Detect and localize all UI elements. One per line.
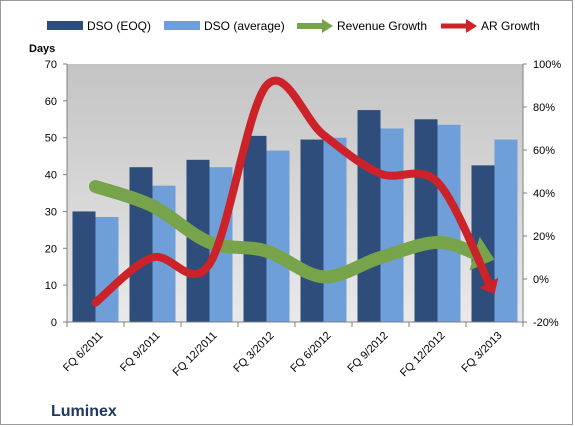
bar-dso-eoq-fq-9-2011 xyxy=(129,167,153,322)
x-tick-label: FQ 3/2013 xyxy=(459,330,504,375)
arrowhead-ar-growth xyxy=(479,277,499,295)
x-tick-label: FQ 6/2011 xyxy=(61,330,106,375)
bar-dso-eoq-fq-12-2012 xyxy=(414,119,438,323)
x-tick-label: FQ 12/2012 xyxy=(398,330,448,380)
y-tick-label: 30 xyxy=(45,206,57,218)
bar-dso-eoq-fq-3-2012 xyxy=(243,135,267,322)
y2-tick-label: 0% xyxy=(533,274,549,286)
y2-tick-label: 40% xyxy=(533,188,555,200)
y-tick-label: 0 xyxy=(51,317,57,329)
bar-dso-average-fq-3-2012 xyxy=(266,150,290,322)
y-tick-label: 40 xyxy=(45,170,57,182)
bar-dso-average-fq-3-2013 xyxy=(494,139,518,322)
y-axis: 0 10 20 30 40 50 60 70 xyxy=(45,59,68,329)
secondary-y-axis: -20% 0% 20% 40% 60% 80% 100% xyxy=(522,59,561,329)
line-revenue-growth xyxy=(89,180,486,284)
x-tick-label: FQ 3/2012 xyxy=(231,330,276,375)
bar-dso-average-fq-6-2011 xyxy=(95,216,119,322)
y-axis-title: Days xyxy=(29,43,55,55)
x-tick-label: FQ 9/2011 xyxy=(118,330,163,375)
legend-swatch-dso-average xyxy=(164,21,200,30)
y-tick-label: 20 xyxy=(45,243,57,255)
y2-tick-label: 80% xyxy=(533,102,555,114)
x-tick-label: FQ 6/2012 xyxy=(288,330,333,375)
line-ar-growth xyxy=(91,76,494,307)
legend-label-revenue-growth: Revenue Growth xyxy=(337,19,427,33)
x-axis: FQ 6/2011 FQ 9/2011 FQ 12/2011 FQ 3/2012 FQ … xyxy=(61,321,524,380)
legend-label-dso-average: DSO (average) xyxy=(204,19,285,33)
bar-dso-eoq-fq-6-2011 xyxy=(72,211,96,322)
bar-dso-eoq-fq-6-2012 xyxy=(300,139,324,322)
y-tick-label: 70 xyxy=(45,59,57,71)
y-tick-label: 10 xyxy=(45,280,57,292)
y2-tick-label: 100% xyxy=(533,59,561,71)
bar-dso-eoq-fq-9-2012 xyxy=(357,110,381,322)
bar-dso-average-fq-6-2012 xyxy=(323,137,347,322)
legend-label-dso-eoq: DSO (EOQ) xyxy=(87,19,151,33)
legend-swatch-dso-eoq xyxy=(47,21,83,30)
bar-dso-average-fq-12-2012 xyxy=(437,124,461,322)
x-tick-label: FQ 12/2011 xyxy=(171,330,220,379)
bar-dso-average-fq-9-2012 xyxy=(380,128,404,322)
company-label: Luminex xyxy=(51,403,117,420)
legend: DSO (EOQ) DSO (average) Revenue Growth AR G… xyxy=(47,19,540,33)
y2-tick-label: 20% xyxy=(533,231,555,243)
y2-tick-label: -20% xyxy=(533,317,559,329)
legend-label-ar-growth: AR Growth xyxy=(481,19,540,33)
y2-tick-label: 60% xyxy=(533,145,555,157)
x-tick-label: FQ 9/2012 xyxy=(345,330,390,375)
y-tick-label: 50 xyxy=(45,133,57,145)
legend-arrowhead-ar-growth xyxy=(466,19,477,33)
line-series xyxy=(89,76,499,307)
legend-arrowhead-revenue-growth xyxy=(322,19,333,33)
y-tick-label: 60 xyxy=(45,96,57,108)
